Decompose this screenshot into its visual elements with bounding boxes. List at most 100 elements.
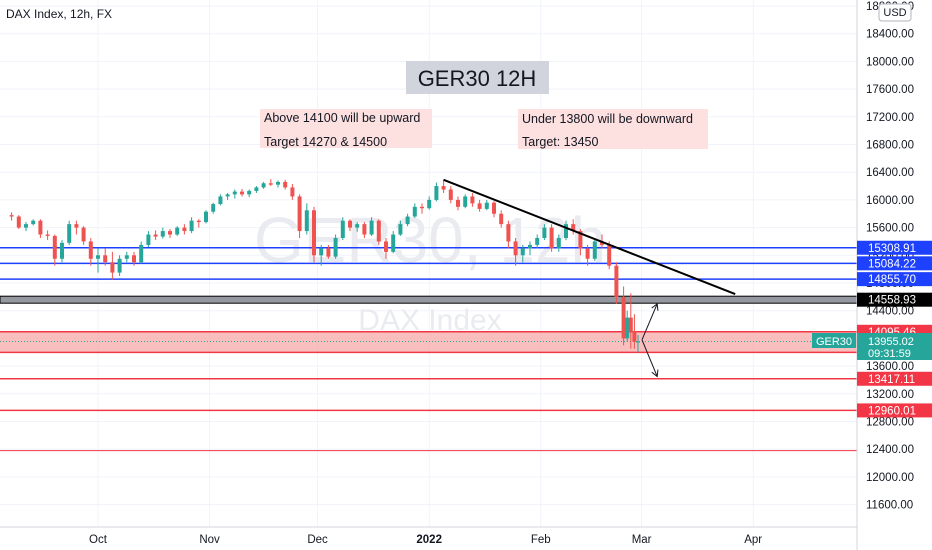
candle-body xyxy=(333,237,338,257)
title-box[interactable] xyxy=(406,61,549,94)
candle-body xyxy=(625,317,630,339)
candle-body xyxy=(312,210,316,256)
time-tick-label: Oct xyxy=(89,534,108,546)
upward-note-line2: Target 14270 & 14500 xyxy=(264,135,387,149)
candle-body xyxy=(218,196,223,205)
candle-body xyxy=(441,186,446,190)
candle-body xyxy=(254,187,259,191)
symbol-info: DAX Index, 12h, FX xyxy=(6,7,112,21)
candle-body xyxy=(124,255,129,259)
candle-body xyxy=(405,216,410,225)
candle-body xyxy=(456,199,460,207)
candle-body xyxy=(153,234,158,237)
candle-body xyxy=(632,331,637,342)
projection-arrowhead xyxy=(651,369,659,378)
candle-body xyxy=(16,216,21,228)
price-tick-label: 18000.00 xyxy=(866,56,914,68)
candle-body xyxy=(369,220,374,235)
currency-button[interactable] xyxy=(878,3,912,22)
candle-body xyxy=(326,248,331,257)
level-line-gray xyxy=(0,295,858,304)
candle-body xyxy=(448,189,453,200)
candle-body xyxy=(88,241,93,259)
candle-body xyxy=(240,191,244,195)
level-label: 15084.22 xyxy=(868,258,916,270)
level-label-box xyxy=(857,272,932,287)
candle-body xyxy=(103,255,108,263)
candlesticks xyxy=(9,179,640,353)
candle-body xyxy=(146,234,151,245)
level-label: 12960.01 xyxy=(868,405,916,417)
candle-body xyxy=(31,220,36,225)
candle-body xyxy=(211,204,216,212)
upward-note-line1: Above 14100 will be upward xyxy=(264,111,420,125)
candle-body xyxy=(340,220,345,238)
sell-zone xyxy=(0,331,857,353)
trendline[interactable] xyxy=(443,178,736,296)
time-tick-label: Dec xyxy=(307,534,328,546)
candle-body xyxy=(196,220,201,223)
candle-body xyxy=(204,211,208,223)
upward-note[interactable] xyxy=(260,109,432,148)
candle-body xyxy=(355,224,360,228)
candle-body xyxy=(247,190,252,195)
downward-note[interactable] xyxy=(518,109,708,149)
projection-arrow[interactable] xyxy=(641,339,658,377)
candle-body xyxy=(470,196,475,204)
candle-body xyxy=(297,196,302,232)
candle-body xyxy=(636,341,640,343)
candle-body xyxy=(290,187,295,197)
candle-body xyxy=(117,258,122,273)
price-tick-label: 12400.00 xyxy=(866,444,914,456)
time-tick-label: 2022 xyxy=(416,534,442,546)
projection-arrow[interactable] xyxy=(641,303,658,340)
candle-body xyxy=(132,255,136,263)
candle-body xyxy=(160,231,165,237)
candle-body xyxy=(592,241,597,259)
price-tick-label: 17600.00 xyxy=(866,84,914,96)
candle-body xyxy=(276,181,280,185)
level-label-box xyxy=(857,256,932,271)
candle-body xyxy=(376,220,381,242)
candle-body xyxy=(38,220,43,235)
candle-body xyxy=(304,210,309,232)
time-axis[interactable]: Oct Nov Dec 2022 Feb Mar Apr xyxy=(89,534,762,546)
candle-body xyxy=(549,227,554,249)
time-tick-label: Apr xyxy=(744,534,762,546)
candle-body xyxy=(585,248,590,259)
candle-body xyxy=(556,237,561,249)
horizontal-levels xyxy=(0,247,858,452)
level-label-box xyxy=(857,403,932,418)
candle-body xyxy=(614,265,619,297)
projection-arrowhead xyxy=(651,302,659,311)
candle-body xyxy=(398,224,403,235)
candle-body xyxy=(542,227,547,238)
downward-note-line1: Under 13800 will be downward xyxy=(522,112,693,126)
candle-body xyxy=(535,237,540,245)
candle-body xyxy=(520,248,525,256)
candle-body xyxy=(81,227,86,242)
candle-body xyxy=(175,227,180,235)
candle-body xyxy=(261,183,266,188)
candle-body xyxy=(463,196,468,207)
time-tick-label: Nov xyxy=(199,534,220,546)
candle-body xyxy=(189,220,194,232)
candle-body xyxy=(391,234,396,252)
candle-body xyxy=(607,244,612,266)
time-tick-label: Mar xyxy=(632,534,652,546)
current-price-box xyxy=(857,333,932,360)
countdown: 09:31:59 xyxy=(868,348,911,360)
candle-body xyxy=(384,241,388,252)
price-tick-label: 13200.00 xyxy=(866,389,914,401)
price-tick-label: 16800.00 xyxy=(866,140,914,152)
candle-body xyxy=(578,231,583,249)
candle-body xyxy=(492,202,496,214)
currency-label: USD xyxy=(883,7,906,19)
candle-body xyxy=(499,213,504,225)
level-label-box xyxy=(857,371,932,386)
drawings xyxy=(443,178,736,378)
candle-body xyxy=(434,186,439,200)
candle-body xyxy=(513,241,518,256)
